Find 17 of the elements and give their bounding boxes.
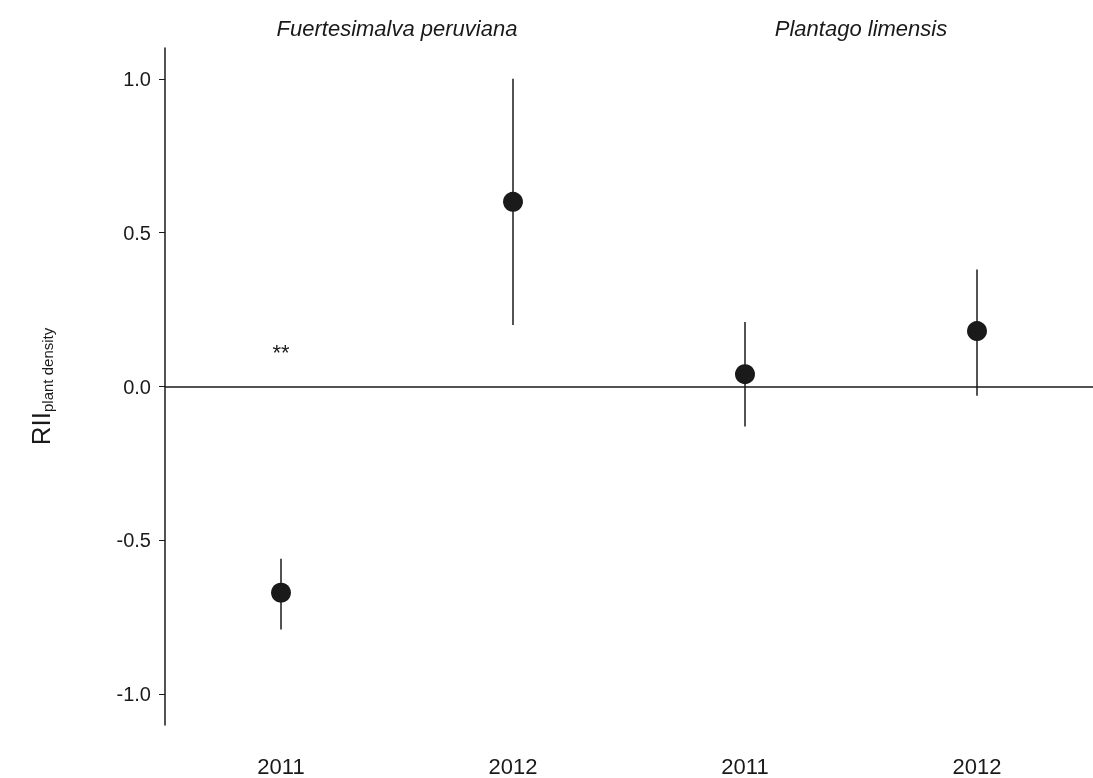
point [503, 191, 523, 212]
y-tick-label: 0.0 [123, 375, 151, 398]
y-tick-label: 1.0 [123, 67, 151, 90]
y-axis-title: RIIplant density [25, 327, 56, 446]
y-tick-label: -0.5 [116, 529, 151, 552]
annotation: ** [272, 340, 290, 365]
point [967, 321, 987, 342]
x-tick-label: 2012 [488, 753, 538, 778]
point [271, 582, 291, 603]
text: Fuertesimalva peruviana [276, 15, 518, 41]
x-tick-label: 2011 [257, 753, 305, 778]
point [735, 364, 755, 385]
text: Plantago limensis [774, 15, 948, 41]
y-tick-label: 0.5 [123, 221, 151, 244]
x-tick-label: 2012 [952, 753, 1002, 778]
x-tick-label: 2011 [721, 753, 769, 778]
y-tick-label: -1.0 [116, 683, 151, 706]
